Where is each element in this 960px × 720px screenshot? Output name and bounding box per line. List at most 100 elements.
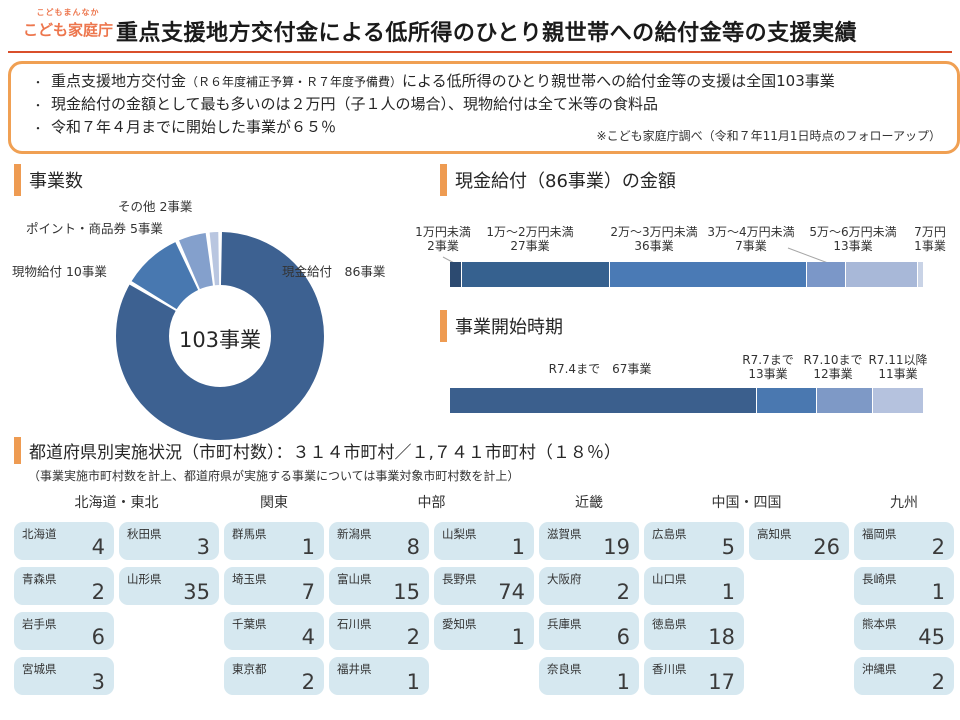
prefecture-card-秋田県: 秋田県 3 [119, 522, 219, 560]
bar-label-line: 11事業 [878, 367, 918, 382]
region-group-近畿: 近畿 滋賀県 19 大阪府 2 兵庫県 6 奈良県 1 [539, 492, 639, 695]
bar-label-line: R7.4まで 67事業 [548, 362, 652, 377]
prefecture-card-滋賀県: 滋賀県 19 [539, 522, 639, 560]
prefecture-count: 1 [721, 580, 735, 604]
donut-chart-svg [116, 232, 324, 440]
prefecture-name: 北海道 [22, 527, 57, 541]
region-group-中国・四国: 中国・四国 広島県 5 山口県 1 徳島県 18 香川県 17 高知県 26 [644, 492, 849, 695]
prefecture-name: 広島県 [652, 527, 687, 541]
bar-segment-R7.11以降 [871, 388, 923, 413]
bar-segment-label: R7.10まで 12事業 [803, 354, 862, 382]
region-header: 関東 [260, 495, 288, 511]
prefecture-card-広島県: 広島県 5 [644, 522, 744, 560]
bar-label-line: 7万円 [914, 225, 946, 240]
region-header: 中部 [417, 495, 446, 511]
prefecture-count: 1 [511, 625, 525, 649]
prefecture-card-長崎県: 長崎県 1 [854, 567, 954, 605]
prefecture-name: 山口県 [652, 572, 687, 586]
bar-label-line: 1万円未満 [415, 225, 471, 240]
bar-label-line: 12事業 [813, 367, 853, 382]
section-accent-bar [440, 164, 447, 196]
prefecture-card-福井県: 福井県 1 [329, 657, 429, 695]
prefecture-count: 1 [406, 670, 420, 694]
prefecture-count: 26 [813, 535, 840, 559]
prefecture-card-千葉県: 千葉県 4 [224, 612, 324, 650]
prefecture-count: 4 [301, 625, 315, 649]
prefecture-name: 大阪府 [547, 572, 582, 586]
bar-label-line: 36事業 [634, 239, 674, 254]
bar-label-line: R7.11以降 [868, 353, 928, 368]
prefecture-count: 1 [301, 535, 315, 559]
donut-slice-label: 現物給付 10事業 [12, 264, 107, 279]
prefecture-count: 18 [708, 625, 735, 649]
prefecture-name: 高知県 [757, 527, 792, 541]
prefecture-count: 4 [91, 535, 105, 559]
bar-segment-label: 1万～2万円未満 27事業 [486, 226, 573, 254]
summary-box: ・ 重点支援地方交付金（Ｒ６年度補正予算・Ｒ７年度予備費）による低所得のひとり親… [8, 61, 960, 154]
period-stacked-bar [450, 388, 923, 413]
prefecture-count: 6 [91, 625, 105, 649]
prefecture-name: 長崎県 [862, 572, 897, 586]
prefecture-card-兵庫県: 兵庫県 6 [539, 612, 639, 650]
bar-label-line: 1事業 [914, 239, 946, 254]
prefecture-name: 山形県 [127, 572, 162, 586]
prefecture-name: 福井県 [337, 662, 372, 676]
prefecture-count: 2 [301, 670, 315, 694]
region-columns: 広島県 5 山口県 1 徳島県 18 香川県 17 高知県 26 [644, 522, 849, 695]
region-column: 秋田県 3 山形県 35 [119, 522, 219, 695]
period-bar-labels: R7.4まで 67事業 R7.7まで 13事業 R7.10まで 12事業 R7.11以降 1… [450, 350, 928, 382]
section-header-project-count: 事業数 [14, 164, 83, 196]
bar-segment-1万～2万円未満 [460, 262, 609, 287]
bar-segment-label: R7.7まで 13事業 [742, 354, 793, 382]
prefecture-card-山形県: 山形県 35 [119, 567, 219, 605]
prefecture-card-長野県: 長野県 74 [434, 567, 534, 605]
prefecture-name: 千葉県 [232, 617, 267, 631]
prefecture-count: 6 [616, 625, 630, 649]
prefecture-card-埼玉県: 埼玉県 7 [224, 567, 324, 605]
region-group-関東: 関東群馬県 1 埼玉県 7 千葉県 4 東京都 2 [224, 492, 324, 695]
bar-segment-label: 5万～6万円未満 13事業 [809, 226, 896, 254]
prefecture-count: 2 [406, 625, 420, 649]
region-columns: 滋賀県 19 大阪府 2 兵庫県 6 奈良県 1 [539, 522, 639, 695]
bar-label-line: 13事業 [833, 239, 873, 254]
prefecture-count: 2 [931, 670, 945, 694]
prefecture-name: 富山県 [337, 572, 372, 586]
prefecture-name: 福岡県 [862, 527, 897, 541]
section-header-start-period: 事業開始時期 [440, 310, 563, 342]
prefecture-card-高知県: 高知県 26 [749, 522, 849, 560]
prefecture-count: 5 [721, 535, 735, 559]
prefecture-name: 兵庫県 [547, 617, 582, 631]
bar-label-line: 1万～2万円未満 [486, 225, 574, 240]
prefecture-count: 45 [918, 625, 945, 649]
prefecture-card-福岡県: 福岡県 2 [854, 522, 954, 560]
summary-bullet-2: ・ 現金給付の金額として最も多いのは２万円（子１人の場合）、現物給付は全て米等の… [25, 93, 957, 116]
prefecture-count: 2 [91, 580, 105, 604]
prefecture-card-熊本県: 熊本県 45 [854, 612, 954, 650]
prefecture-card-東京都: 東京都 2 [224, 657, 324, 695]
bar-segment-1万円未満 [450, 262, 461, 287]
section-title: 事業開始時期 [455, 317, 563, 338]
summary-bullet-3: ・ 令和７年４月までに開始した事業が６５％ [25, 116, 957, 139]
donut-slice-現金給付 [116, 232, 324, 440]
prefecture-name: 熊本県 [862, 617, 897, 631]
bullet-text: 現金給付の金額として最も多いのは２万円（子１人の場合）、現物給付は全て米等の食料… [51, 94, 659, 113]
bullet-dot: ・ [32, 76, 44, 89]
region-header: 中国・四国 [711, 495, 782, 511]
donut-center-label: 103事業 [178, 328, 262, 352]
prefecture-name: 群馬県 [232, 527, 267, 541]
bullet-dot: ・ [32, 121, 44, 135]
summary-bullet-1: ・ 重点支援地方交付金（Ｒ６年度補正予算・Ｒ７年度予備費）による低所得のひとり親… [25, 70, 957, 93]
prefecture-name: 埼玉県 [232, 572, 267, 586]
prefecture-count: 19 [603, 535, 630, 559]
bar-segment-label: 2万～3万円未満 36事業 [610, 226, 697, 254]
bar-segment-label: R7.11以降 11事業 [868, 354, 927, 382]
prefecture-card-宮城県: 宮城県 3 [14, 657, 114, 695]
prefecture-count: 1 [616, 670, 630, 694]
region-columns: 新潟県 8 富山県 15 石川県 2 福井県 1 山梨県 1 長野県 74 愛知県 1 [329, 522, 534, 695]
prefecture-card-岩手県: 岩手県 6 [14, 612, 114, 650]
section-title: 事業数 [29, 171, 83, 192]
region-columns: 福岡県 2 長崎県 1 熊本県 45 沖縄県 2 [854, 522, 954, 695]
prefecture-name: 長野県 [442, 572, 477, 586]
bar-label-line: 7事業 [735, 239, 767, 254]
bullet-text-part: による低所得のひとり親世帯への給付金等の支援は全国103事業 [402, 72, 835, 90]
